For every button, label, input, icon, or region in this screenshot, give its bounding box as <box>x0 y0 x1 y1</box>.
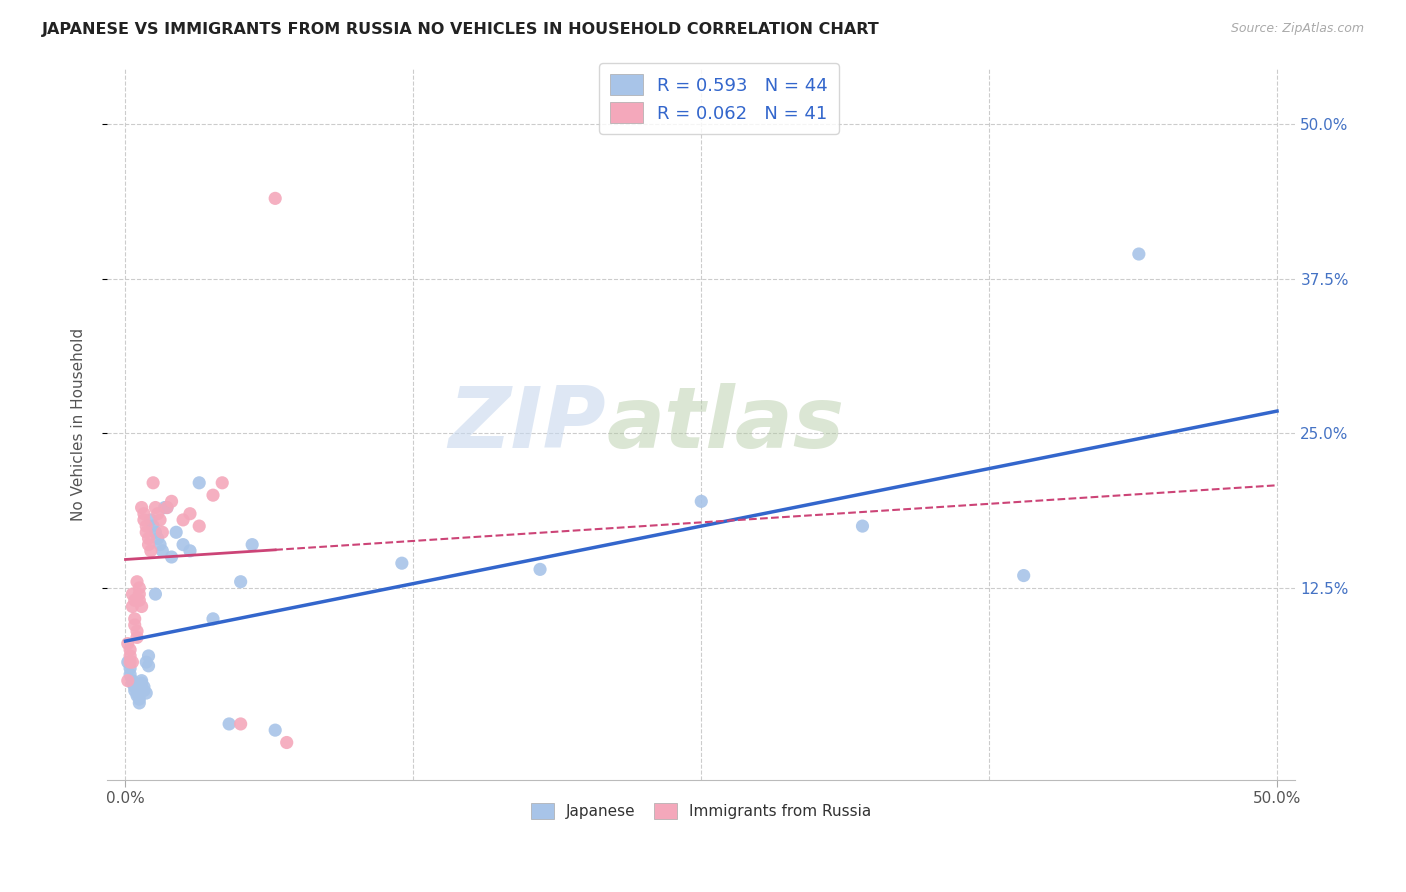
Point <box>131 676 153 690</box>
Point <box>240 538 263 552</box>
Point <box>202 488 225 502</box>
Point <box>120 648 142 663</box>
Point <box>132 680 155 694</box>
Point <box>120 667 142 681</box>
Point <box>135 519 157 533</box>
Point <box>145 587 167 601</box>
Point <box>138 648 160 663</box>
Point <box>149 513 172 527</box>
Point <box>146 507 169 521</box>
Point <box>132 683 155 698</box>
Y-axis label: No Vehicles in Household: No Vehicles in Household <box>72 327 86 521</box>
Point <box>211 475 233 490</box>
Point <box>165 525 187 540</box>
Point <box>117 655 139 669</box>
Point <box>135 525 157 540</box>
Point <box>142 519 165 533</box>
Point <box>276 735 298 749</box>
Point <box>128 692 150 706</box>
Point <box>179 507 201 521</box>
Point <box>156 500 179 515</box>
Point <box>128 587 150 601</box>
Point <box>146 532 169 546</box>
Point <box>264 191 287 205</box>
Point <box>229 717 252 731</box>
Text: Source: ZipAtlas.com: Source: ZipAtlas.com <box>1230 22 1364 36</box>
Point <box>120 642 142 657</box>
Point <box>132 513 155 527</box>
Text: atlas: atlas <box>606 383 845 466</box>
Point <box>179 544 201 558</box>
Point <box>132 507 155 521</box>
Point <box>188 519 211 533</box>
Point <box>160 494 183 508</box>
Point <box>851 519 873 533</box>
Point <box>131 500 153 515</box>
Point <box>120 655 142 669</box>
Point <box>1128 247 1150 261</box>
Point <box>149 538 172 552</box>
Point <box>160 549 183 564</box>
Point <box>156 500 179 515</box>
Point <box>202 612 225 626</box>
Point <box>145 500 167 515</box>
Point <box>139 544 162 558</box>
Point <box>120 661 142 675</box>
Point <box>131 599 153 614</box>
Point <box>124 618 146 632</box>
Point <box>135 655 157 669</box>
Point <box>128 696 150 710</box>
Point <box>142 475 165 490</box>
Point <box>125 686 148 700</box>
Point <box>125 624 148 639</box>
Point <box>121 587 143 601</box>
Text: JAPANESE VS IMMIGRANTS FROM RUSSIA NO VEHICLES IN HOUSEHOLD CORRELATION CHART: JAPANESE VS IMMIGRANTS FROM RUSSIA NO VE… <box>42 22 880 37</box>
Point <box>229 574 252 589</box>
Point <box>135 686 157 700</box>
Point <box>131 673 153 688</box>
Point <box>121 599 143 614</box>
Point <box>128 593 150 607</box>
Point <box>138 532 160 546</box>
Point <box>125 631 148 645</box>
Point <box>139 513 162 527</box>
Point <box>121 655 143 669</box>
Point <box>218 717 240 731</box>
Point <box>128 581 150 595</box>
Point <box>125 689 148 703</box>
Point <box>117 673 139 688</box>
Point <box>150 544 173 558</box>
Text: ZIP: ZIP <box>449 383 606 466</box>
Point <box>529 562 551 576</box>
Point <box>150 525 173 540</box>
Point <box>138 538 160 552</box>
Point <box>121 676 143 690</box>
Point <box>188 475 211 490</box>
Point <box>125 574 148 589</box>
Point <box>124 593 146 607</box>
Point <box>1012 568 1035 582</box>
Legend: Japanese, Immigrants from Russia: Japanese, Immigrants from Russia <box>524 797 877 825</box>
Point <box>124 680 146 694</box>
Point <box>264 723 287 738</box>
Point <box>145 525 167 540</box>
Point <box>391 556 413 570</box>
Point <box>124 612 146 626</box>
Point <box>153 500 176 515</box>
Point <box>690 494 713 508</box>
Point <box>117 636 139 650</box>
Point <box>138 658 160 673</box>
Point <box>172 513 194 527</box>
Point <box>121 673 143 688</box>
Point <box>124 683 146 698</box>
Point <box>172 538 194 552</box>
